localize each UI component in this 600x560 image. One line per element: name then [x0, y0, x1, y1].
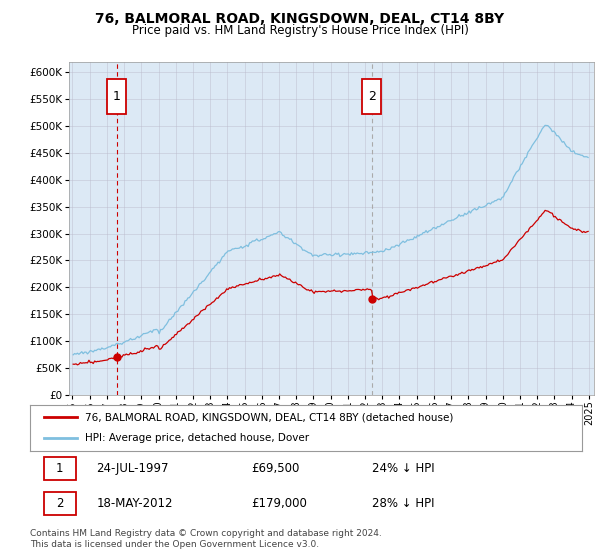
Text: 18-MAY-2012: 18-MAY-2012 [96, 497, 173, 510]
Text: HPI: Average price, detached house, Dover: HPI: Average price, detached house, Dove… [85, 433, 310, 444]
FancyBboxPatch shape [362, 80, 381, 114]
Text: 76, BALMORAL ROAD, KINGSDOWN, DEAL, CT14 8BY (detached house): 76, BALMORAL ROAD, KINGSDOWN, DEAL, CT14… [85, 412, 454, 422]
Text: 1: 1 [56, 462, 64, 475]
Text: 24-JUL-1997: 24-JUL-1997 [96, 462, 169, 475]
FancyBboxPatch shape [44, 457, 76, 479]
Text: £69,500: £69,500 [251, 462, 299, 475]
Text: 2: 2 [56, 497, 64, 510]
Text: 1: 1 [113, 90, 121, 103]
Text: 24% ↓ HPI: 24% ↓ HPI [372, 462, 435, 475]
Text: Contains HM Land Registry data © Crown copyright and database right 2024.
This d: Contains HM Land Registry data © Crown c… [30, 529, 382, 549]
Text: 28% ↓ HPI: 28% ↓ HPI [372, 497, 435, 510]
Text: 2: 2 [368, 90, 376, 103]
FancyBboxPatch shape [107, 80, 126, 114]
Text: 76, BALMORAL ROAD, KINGSDOWN, DEAL, CT14 8BY: 76, BALMORAL ROAD, KINGSDOWN, DEAL, CT14… [95, 12, 505, 26]
Text: £179,000: £179,000 [251, 497, 307, 510]
FancyBboxPatch shape [44, 492, 76, 515]
Text: Price paid vs. HM Land Registry's House Price Index (HPI): Price paid vs. HM Land Registry's House … [131, 24, 469, 36]
